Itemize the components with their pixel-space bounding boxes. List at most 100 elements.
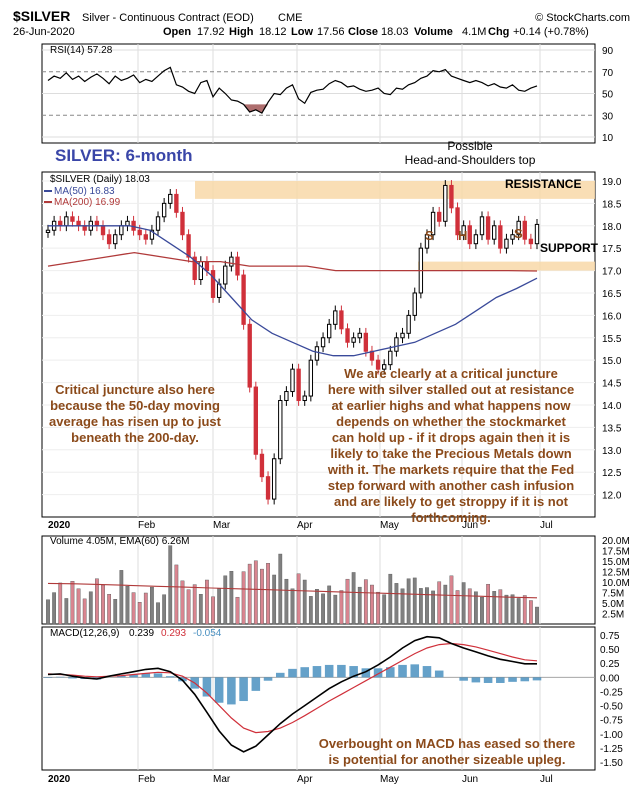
volume-bar: [211, 596, 215, 625]
candle-body: [113, 234, 118, 245]
macd-hist-bar: [483, 677, 493, 683]
volume-bar: [101, 584, 105, 625]
volume-bar: [113, 599, 118, 625]
note-right-line: step forward with another cash infusion: [328, 478, 574, 493]
rsi-tick: 70: [602, 68, 614, 79]
price-tick: 13.0: [602, 446, 622, 457]
candle-body: [461, 225, 466, 236]
rsi-line: [47, 66, 538, 114]
macd-hist-bar: [263, 677, 273, 681]
volume-plot: [46, 545, 539, 625]
candle-body: [106, 234, 112, 245]
macd-hist-bar: [398, 664, 407, 678]
volume-bar: [455, 590, 460, 625]
volume-bar: [205, 579, 209, 625]
quote-date: 26-Jun-2020: [13, 26, 75, 38]
panel-frames: [41, 43, 596, 771]
source-credit: © StockCharts.com: [535, 12, 630, 24]
candle-body: [94, 220, 100, 227]
volume-bar: [76, 588, 81, 625]
volume-bar: [156, 602, 160, 625]
ma200-line: [47, 251, 538, 272]
candle-body: [333, 310, 338, 325]
candle-body: [265, 476, 271, 500]
volume-bar: [229, 571, 234, 625]
note-right-line: We are clearly at a critical juncture: [344, 366, 558, 381]
macd-hist-bar: [239, 677, 248, 702]
date-tick: Jul: [540, 774, 553, 785]
candle-body: [100, 225, 106, 236]
macd-hist-bar: [55, 676, 65, 678]
volume-bar: [192, 584, 197, 625]
candle-body: [498, 225, 503, 249]
volume-bar: [535, 606, 539, 625]
volume-bar: [351, 572, 356, 625]
support-label: SUPPORT: [540, 241, 599, 255]
macd-hist-bar: [288, 668, 297, 678]
note-left-line: Critical juncture also here: [55, 382, 215, 397]
volume-label: Volume: [414, 26, 453, 38]
candle-body: [76, 220, 81, 227]
volume-bar: [363, 579, 368, 625]
candle-body: [143, 234, 148, 240]
volume-bar: [82, 598, 87, 625]
rsi-oversold-area: [243, 104, 281, 114]
price-tick: 14.0: [602, 401, 622, 412]
price-tick: 12.5: [602, 468, 622, 479]
candle-body: [247, 323, 252, 388]
volume-bar: [162, 594, 167, 625]
volume-bar: [284, 578, 289, 625]
volume-tick: 7.5M: [602, 589, 624, 600]
date-tick: Mar: [213, 520, 231, 531]
volume-bar: [266, 563, 270, 625]
macd-hist-bar: [532, 677, 542, 681]
volume-bar: [486, 583, 490, 625]
price-tick: 13.5: [602, 423, 622, 434]
chg-value: +0.14 (+0.78%): [513, 26, 589, 38]
date-tick: Feb: [138, 774, 156, 785]
candle-body: [223, 265, 228, 285]
volume-bar: [510, 594, 515, 625]
macd-tick: -0.25: [600, 687, 623, 698]
volume-bar: [137, 602, 142, 625]
volume-bar: [58, 582, 63, 625]
candle-body: [492, 225, 497, 240]
date-tick: Jul: [540, 520, 553, 531]
volume-bar: [95, 578, 99, 625]
price-tick: 18.5: [602, 199, 622, 210]
open-value: 17.92: [197, 26, 225, 38]
volume-bar: [278, 553, 283, 625]
macd-plot: [43, 635, 542, 753]
candle-body: [504, 238, 509, 249]
candle-body: [259, 453, 265, 478]
candle-body: [290, 368, 295, 393]
volume-bar: [253, 560, 258, 625]
macd-tick: 0.50: [600, 645, 620, 656]
candle-body: [326, 323, 332, 339]
candle-body: [357, 332, 362, 339]
candle-body: [375, 359, 381, 370]
macd-hist-bar: [471, 677, 481, 683]
high-value: 18.12: [259, 26, 287, 38]
right-shoulder-label: S: [514, 226, 523, 241]
close-value: 18.03: [381, 26, 409, 38]
macd-frame: [41, 626, 596, 771]
left-shoulder-label: S: [425, 228, 434, 243]
candle-body: [64, 216, 69, 227]
macd-hist-bar: [508, 677, 517, 682]
volume-bar: [437, 581, 442, 625]
volume-bar: [461, 582, 466, 625]
candle-body: [278, 400, 283, 460]
symbol: $SILVER: [13, 8, 70, 24]
macd-hist-bar: [202, 677, 212, 697]
price-plot: [45, 180, 540, 505]
volume-bar: [52, 592, 56, 625]
volume-bar: [260, 568, 264, 625]
candle-body: [161, 202, 167, 218]
macd-hist-bar: [43, 677, 53, 678]
date-axis-bottom: 2020 Feb Mar Apr May Jun Jul: [48, 774, 553, 785]
macd-tick: -0.75: [600, 716, 623, 727]
candle-body: [443, 184, 448, 222]
hs-title-1: Possible: [447, 139, 493, 153]
volume-bar: [394, 583, 399, 625]
